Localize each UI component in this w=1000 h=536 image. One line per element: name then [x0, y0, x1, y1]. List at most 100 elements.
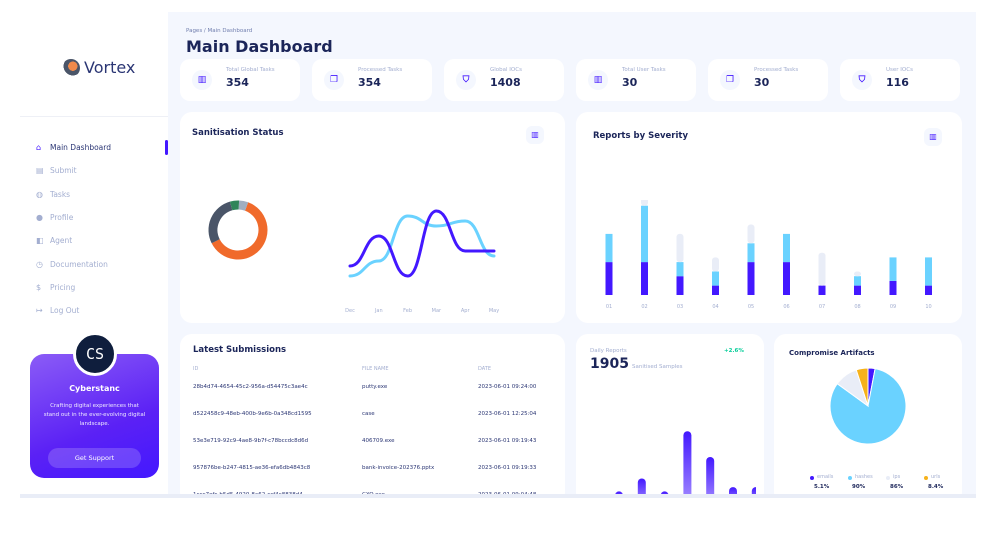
x-tick-label: 08	[854, 304, 860, 310]
promo-title: Cyberstanc	[69, 384, 120, 393]
sidebar-item-submit[interactable]: ▤ Submit	[36, 159, 168, 182]
table-row[interactable]: 957876be-b247-4815-ae36-efa6db4843c8 bank…	[180, 465, 560, 491]
artifacts-title: Compromise Artifacts	[789, 349, 875, 357]
table-row[interactable]: 28b4d74-4654-45c2-956a-d54475c3ae4c putty…	[180, 384, 560, 410]
daily-value: 1905	[590, 356, 629, 372]
legend-item-urls[interactable]: urls 8.4%	[924, 474, 960, 498]
stat-value: 354	[226, 76, 249, 89]
doc-icon: ◷	[36, 259, 43, 269]
sidebar-item-label: Submit	[50, 166, 77, 176]
x-tick-label: Jan	[374, 308, 383, 314]
col-file-name[interactable]: FILE NAME	[362, 366, 389, 372]
sidebar-item-tasks[interactable]: ◍ Tasks	[36, 183, 168, 206]
stat-card: ⛉ Global IOCs 1408	[444, 59, 564, 101]
severity-bar-04-s2[interactable]	[712, 257, 719, 272]
legend-item-emails[interactable]: emails 5.1%	[810, 474, 846, 498]
artifacts-card: Compromise Artifacts emails 5.1% hashes 90%…	[774, 334, 962, 498]
line-series-0[interactable]	[348, 214, 496, 278]
donut-slice-2[interactable]	[229, 200, 240, 211]
severity-bar-02-s2[interactable]	[641, 200, 648, 206]
severity-bar-07-s0[interactable]	[818, 285, 826, 295]
pie-slice-urls[interactable]	[855, 367, 869, 407]
row-file-name: 406709.exe	[362, 438, 395, 444]
row-date: 2023-06-01 12:25:04	[478, 411, 537, 417]
severity-bar-01-s1[interactable]	[605, 233, 613, 263]
stat-card: ⛉ User IOCs 116	[840, 59, 960, 101]
brand[interactable]: Vortex	[62, 58, 135, 77]
dollar-icon: $	[36, 282, 42, 292]
severity-bar-03-s1[interactable]	[676, 262, 684, 277]
stat-value: 30	[754, 76, 770, 89]
x-tick-label: 04	[712, 304, 718, 310]
sidebar-item-pricing[interactable]: $ Pricing	[36, 276, 168, 299]
daily-reports-card: Daily Reports +2.6% 1905 Sanitised Sampl…	[576, 334, 764, 498]
donut-slice-3[interactable]	[238, 200, 249, 211]
daily-bar-4[interactable]	[706, 457, 715, 498]
submissions-title: Latest Submissions	[193, 345, 287, 355]
sanitisation-chart-button[interactable]: ▥	[526, 126, 544, 144]
get-support-button[interactable]: Get Support	[48, 448, 141, 468]
line-series-1[interactable]	[348, 209, 496, 278]
severity-bar-02-s1[interactable]	[641, 205, 648, 263]
sidebar-item-documentation[interactable]: ◷ Documentation	[36, 252, 168, 275]
sidebar-item-log-out[interactable]: ↦ Log Out	[36, 299, 168, 322]
col-id[interactable]: ID	[193, 366, 199, 372]
severity-chart-button[interactable]: ▥	[924, 128, 942, 146]
severity-bar-08-s1[interactable]	[854, 276, 861, 286]
daily-bar-3[interactable]	[683, 431, 692, 498]
sanitisation-card: Sanitisation Status ▥ Dec Jan Feb Mar Apr May	[180, 112, 565, 323]
severity-bar-04-s1[interactable]	[712, 271, 719, 286]
x-tick-label: 05	[748, 304, 754, 310]
bar-chart-icon: ▥	[929, 132, 937, 141]
table-row[interactable]: d522458c9-48eb-400b-9e6b-0a348cd1595 case…	[180, 411, 560, 437]
severity-bar-07-s2[interactable]	[818, 252, 826, 286]
legend-dot	[848, 476, 852, 480]
bar-chart-icon: ▥	[531, 130, 539, 139]
sidebar-nav: ⌂ Main Dashboard ▤ Submit ◍ Tasks ● Profile ◧ Age…	[36, 136, 168, 322]
row-id: 28b4d74-4654-45c2-956a-d54475c3ae4c	[193, 384, 308, 390]
severity-bar-09-s1[interactable]	[889, 257, 897, 281]
severity-bar-02-s0[interactable]	[641, 262, 648, 295]
daily-bar-1[interactable]	[637, 478, 646, 499]
x-tick-label: Apr	[461, 308, 471, 314]
stat-label: User IOCs	[886, 67, 913, 73]
severity-bar-06-s0[interactable]	[783, 262, 790, 295]
legend-item-hashes[interactable]: hashes 90%	[848, 474, 884, 498]
daily-sublabel: Sanitised Samples	[632, 364, 683, 370]
shield-icon: ⛉	[456, 70, 476, 90]
severity-bar-03-s0[interactable]	[676, 276, 684, 295]
donut-slice-1[interactable]	[208, 201, 233, 244]
severity-bar-08-s0[interactable]	[854, 285, 861, 295]
x-tick-label: 06	[783, 304, 789, 310]
table-row[interactable]: 53e3e719-92c9-4ae8-9b7f-c78bccdc8d6d 4067…	[180, 438, 560, 464]
breadcrumb[interactable]: Pages / Main Dashboard	[186, 28, 253, 34]
sidebar-item-profile[interactable]: ● Profile	[36, 206, 168, 229]
donut-slice-0[interactable]	[211, 202, 268, 260]
severity-bar-05-s1[interactable]	[747, 243, 755, 263]
severity-bar-09-s0[interactable]	[889, 280, 897, 295]
bar-chart-icon: ▥	[588, 70, 608, 90]
legend-label: ips	[893, 474, 901, 480]
submissions-card: Latest Submissions ID FILE NAME DATE 28b…	[180, 334, 565, 498]
severity-bar-01-s0[interactable]	[605, 262, 613, 295]
sidebar-item-label: Main Dashboard	[50, 143, 111, 153]
severity-bar-03-s2[interactable]	[676, 233, 684, 263]
sidebar-item-agent[interactable]: ◧ Agent	[36, 229, 168, 252]
col-date[interactable]: DATE	[478, 366, 492, 372]
stat-label: Total User Tasks	[622, 67, 666, 73]
sanitisation-title: Sanitisation Status	[192, 128, 284, 138]
severity-bar-06-s1[interactable]	[783, 233, 790, 263]
severity-bar-10-s0[interactable]	[925, 285, 932, 295]
severity-bar-05-s0[interactable]	[747, 262, 755, 295]
severity-bar-05-s2[interactable]	[747, 224, 755, 244]
sidebar-item-main-dashboard[interactable]: ⌂ Main Dashboard	[36, 136, 168, 159]
sanitisation-line-chart: Dec Jan Feb Mar Apr May	[345, 209, 499, 314]
legend-value: 5.1%	[814, 484, 830, 490]
stat-value: 1408	[490, 76, 521, 89]
severity-bar-04-s0[interactable]	[712, 285, 719, 295]
legend-item-ips[interactable]: ips 86%	[886, 474, 922, 498]
severity-bar-10-s1[interactable]	[925, 257, 932, 286]
daily-bar-chart	[615, 431, 756, 499]
vortex-logo-icon	[62, 58, 80, 77]
severity-bar-08-s2[interactable]	[854, 271, 861, 277]
